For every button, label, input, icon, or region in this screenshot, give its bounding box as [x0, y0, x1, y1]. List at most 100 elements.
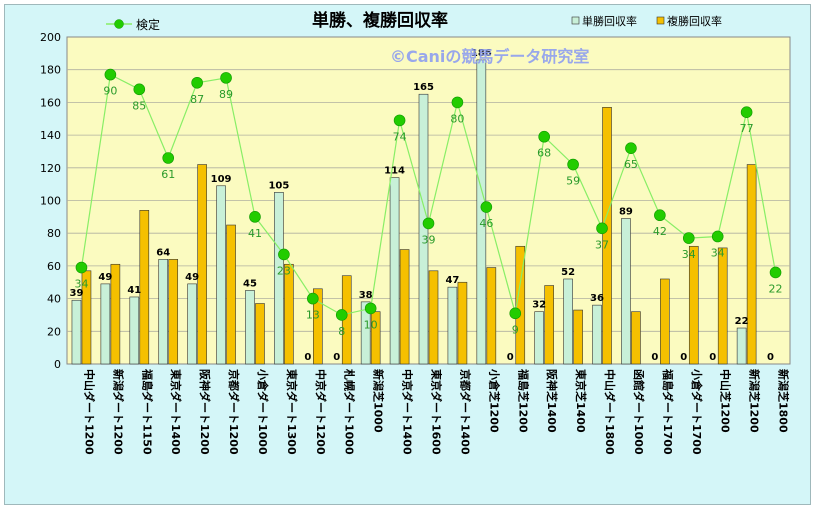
bar-win-label: 114 [384, 166, 405, 177]
x-tick-label: 東京芝1400 [574, 369, 588, 433]
legend-place-swatch [656, 16, 665, 25]
x-tick-label: 小倉芝1200 [487, 368, 501, 433]
bar-win-label: 0 [767, 352, 774, 363]
bar-place [660, 278, 670, 365]
y-tick-label: 20 [47, 325, 61, 338]
bar-place [110, 263, 121, 365]
line-marker [104, 68, 117, 81]
legend-line-marker [114, 19, 124, 29]
legend-place-label: 複勝回収率 [667, 14, 722, 28]
line-marker [740, 106, 753, 119]
line-marker [625, 142, 637, 154]
x-tick-label: 小倉ダート1000 [256, 368, 270, 455]
x-tick-label: 小倉ダート1700 [690, 368, 704, 455]
bar-win [447, 286, 458, 365]
bar-place [284, 263, 294, 365]
x-tick-label: 東京ダート1600 [430, 369, 444, 455]
y-tick-label: 180 [40, 64, 61, 77]
bar-win [100, 283, 111, 365]
bar-win [621, 218, 631, 365]
line-label: 34 [74, 278, 88, 291]
bar-place [226, 224, 236, 365]
bar-win-label: 0 [651, 352, 658, 363]
x-tick-label: 京都ダート1400 [458, 369, 472, 455]
line-label: 42 [653, 225, 667, 238]
bar-place [428, 270, 439, 365]
x-axis: 中山ダート1200 新潟ダート1200 福島ダート1150 東京ダート1400 阪神ダー… [82, 368, 790, 455]
bar-win [736, 327, 747, 365]
x-tick-label: 新潟ダート1200 [111, 369, 125, 455]
line-label: 10 [364, 318, 378, 331]
bar-win-label: 105 [268, 180, 289, 191]
line-marker [422, 217, 435, 230]
bar-win-label: 89 [619, 206, 633, 217]
line-label: 89 [219, 88, 233, 101]
y-tick-label: 100 [40, 195, 61, 208]
y-tick-label: 80 [47, 227, 61, 240]
bar-place [544, 285, 554, 365]
bar-win-label: 32 [532, 300, 546, 311]
line-label: 9 [512, 323, 519, 336]
bar-win-label: 52 [561, 267, 575, 278]
bar-win-label: 165 [413, 82, 434, 93]
x-tick-label: 阪神ダート1200 [198, 369, 212, 455]
line-label: 59 [566, 175, 580, 188]
bar-place [81, 270, 92, 365]
bar-place [370, 311, 381, 365]
line-label: 61 [161, 168, 175, 181]
x-tick-label: 福島ダート1700 [661, 368, 675, 455]
bar-win-label: 38 [359, 290, 373, 301]
line-marker [480, 201, 493, 213]
line-marker [162, 152, 175, 164]
line-marker [682, 232, 695, 244]
bar-win-label: 49 [98, 272, 112, 283]
bar-win-label: 36 [590, 293, 604, 304]
line-label: 8 [338, 325, 345, 338]
bar-win-label: 0 [304, 352, 311, 363]
y-tick-label: 60 [47, 260, 61, 273]
bar-win-label: 47 [445, 275, 459, 286]
bar-win-label: 109 [211, 174, 232, 185]
bar-win [71, 299, 82, 365]
legend-win-swatch [571, 16, 580, 25]
line-marker [393, 114, 406, 127]
bars [71, 59, 757, 365]
line-marker [567, 158, 579, 171]
line-label: 39 [422, 233, 436, 246]
line-marker [538, 130, 550, 143]
bar-win [158, 259, 169, 365]
line-marker [769, 266, 782, 279]
line-marker [509, 307, 522, 320]
x-tick-label: 東京ダート1300 [285, 369, 299, 455]
x-tick-label: 東京ダート1400 [169, 369, 183, 455]
bar-win [592, 304, 602, 365]
line-label: 87 [190, 93, 204, 106]
line-marker [711, 230, 724, 243]
bar-place [255, 303, 265, 365]
y-axis: 0 20 40 60 80 100 120 140 160 180 200 [40, 31, 61, 371]
line-label: 80 [450, 112, 464, 125]
line-label: 22 [769, 282, 783, 295]
line-label: 68 [537, 147, 551, 160]
bar-place [457, 281, 468, 365]
chart-title: 単勝、複勝回収率 [312, 10, 448, 31]
line-marker [335, 309, 348, 321]
bar-win-label: 64 [156, 247, 170, 258]
legend-bars: 単勝回収率 複勝回収率 [571, 14, 722, 28]
x-tick-label: 函館ダート1000 [632, 369, 646, 455]
bar-win [245, 290, 255, 365]
bar-place [139, 210, 150, 365]
line-label: 13 [306, 309, 320, 322]
bar-win-label: 49 [185, 272, 199, 283]
bar-win [534, 311, 544, 365]
line-label: 34 [682, 248, 696, 261]
x-tick-label: 新潟芝1000 [372, 369, 386, 433]
line-label: 74 [393, 130, 407, 143]
bar-win [216, 185, 226, 365]
line-marker [364, 302, 377, 315]
bar-win-label: 22 [735, 316, 749, 327]
line-label: 34 [711, 246, 725, 259]
watermark: ©Caniの競馬データ研究室 [390, 47, 589, 66]
x-tick-label: 中山芝1200 [719, 369, 733, 433]
